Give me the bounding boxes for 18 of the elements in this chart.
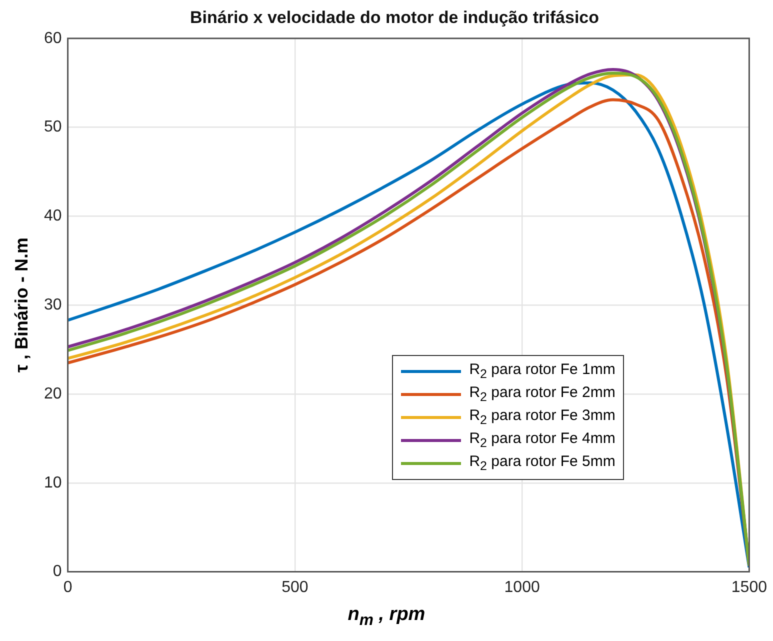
x-tick-label: 500 [282,578,308,596]
y-tick-label: 50 [44,118,62,136]
y-tick-label: 40 [44,208,62,225]
y-tick-label: 10 [44,474,62,492]
y-axis-title: τ , Binário - N.m [12,237,32,373]
x-tick-label: 1000 [504,578,540,596]
legend-label: R$_{2}$ para rotor Fe 4mm [469,430,616,450]
y-tick-label: 20 [44,385,62,402]
legend-label: R$_{2}$ para rotor Fe 1mm [469,361,616,382]
x-tick-label: 1500 [731,578,768,596]
x-axis-title: n$_{m}$ , rpm [346,604,426,630]
y-tick-label: 60 [44,30,62,47]
y-tick-label: 30 [44,296,62,314]
legend-label: R$_{2}$ para rotor Fe 2mm [469,384,616,404]
chart-title: Binário x velocidade do motor de indução trifásico [190,8,600,27]
legend-label: R$_{2}$ para rotor Fe 5mm [469,453,616,474]
y-tick-label: 0 [52,563,62,580]
legend-label: R$_{2}$ para rotor Fe 3mm [469,407,616,428]
